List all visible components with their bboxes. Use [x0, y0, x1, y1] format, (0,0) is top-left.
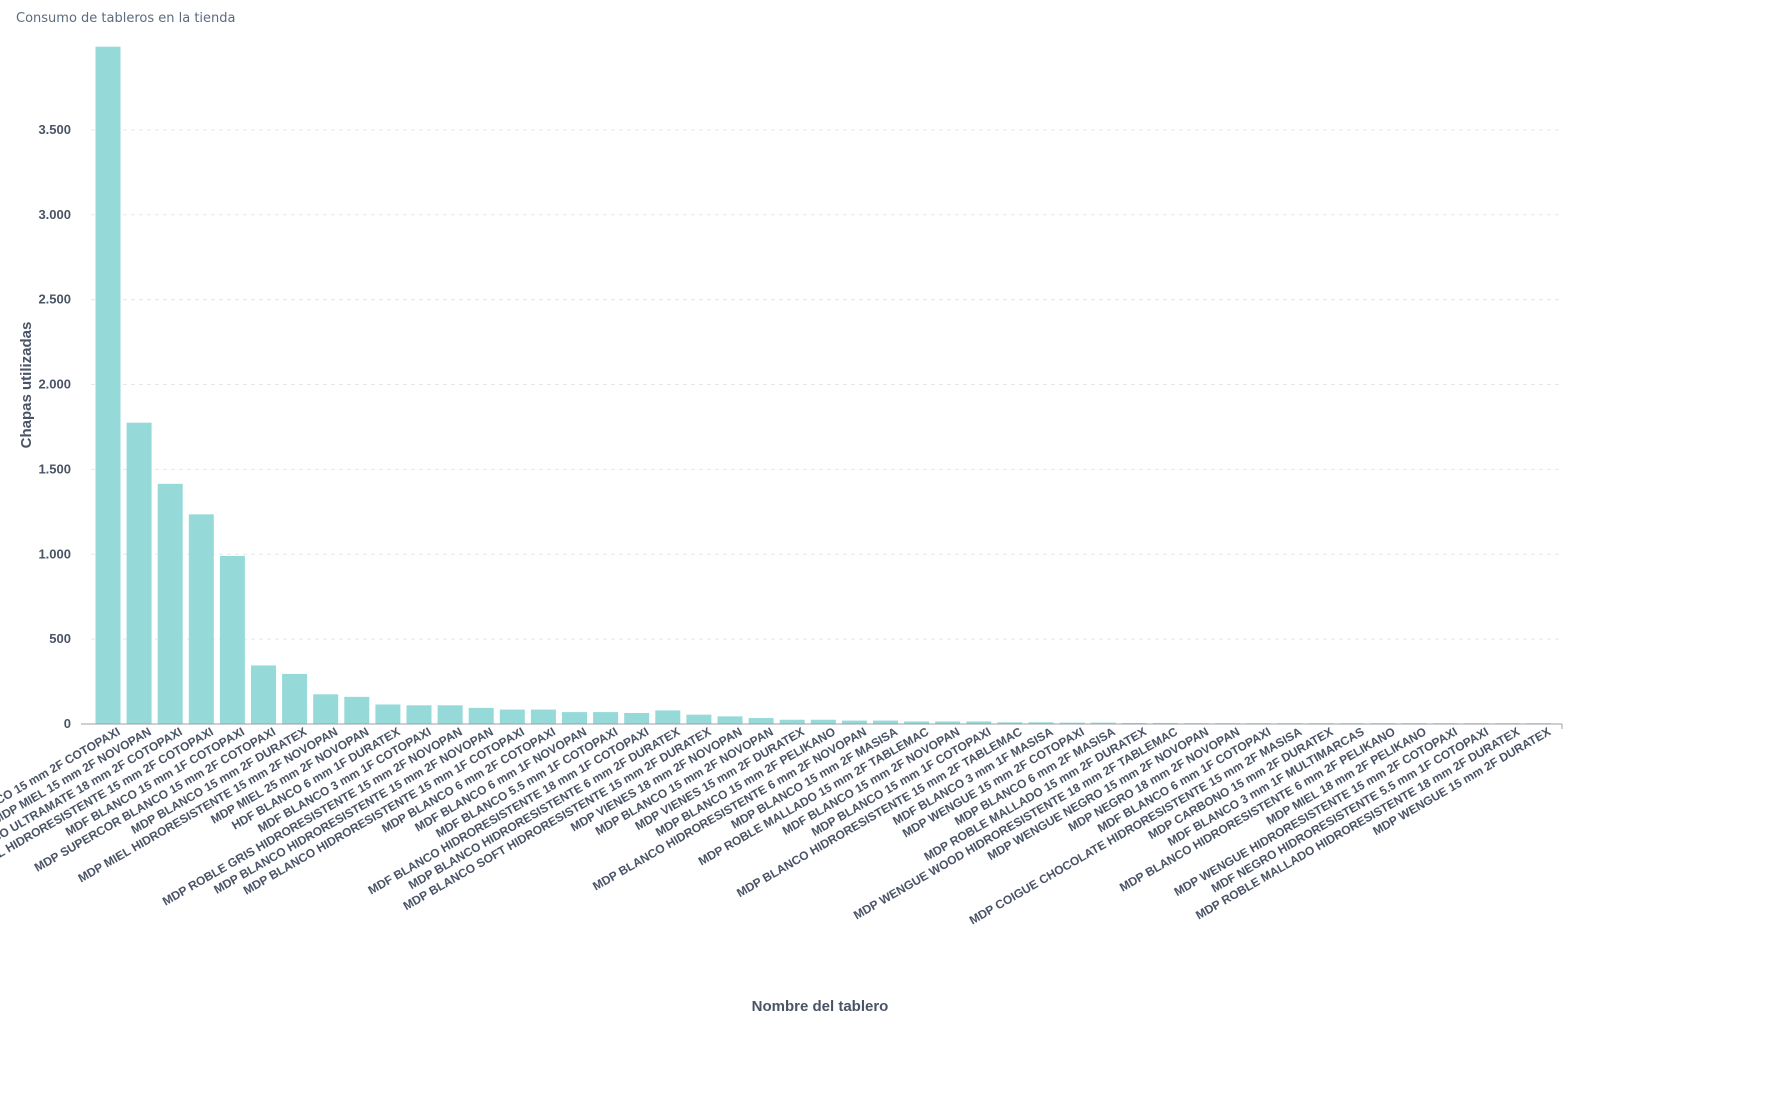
y-tick-label: 500: [49, 631, 71, 646]
bar[interactable]: [997, 722, 1023, 724]
y-tick-label: 1.500: [38, 461, 71, 476]
bar[interactable]: [375, 704, 401, 724]
bar[interactable]: [841, 720, 867, 724]
bar[interactable]: [313, 694, 339, 724]
x-axis-title: Nombre del tablero: [752, 998, 889, 1015]
bar[interactable]: [873, 720, 898, 724]
bar[interactable]: [344, 696, 370, 724]
bar[interactable]: [593, 712, 619, 724]
bar[interactable]: [188, 514, 214, 724]
bar[interactable]: [624, 712, 650, 724]
y-tick-label: 3.500: [38, 122, 71, 137]
grid-layer: [91, 129, 1562, 640]
y-tick-label: 3.000: [38, 207, 71, 222]
bar[interactable]: [251, 665, 276, 724]
bar[interactable]: [810, 719, 836, 724]
bar[interactable]: [655, 710, 681, 724]
y-axis-title: Chapas utilizadas: [18, 322, 35, 449]
y-tick-label: 2.500: [38, 292, 71, 307]
bar[interactable]: [686, 714, 712, 724]
bar[interactable]: [966, 721, 992, 724]
y-tick-label: 1.000: [38, 546, 71, 561]
bar[interactable]: [1121, 722, 1147, 724]
bar[interactable]: [126, 422, 152, 724]
bar[interactable]: [935, 721, 961, 724]
y-tick-label: 0: [64, 716, 71, 731]
bar[interactable]: [904, 721, 930, 724]
bar[interactable]: [717, 716, 743, 724]
bar[interactable]: [437, 705, 463, 724]
bar[interactable]: [1090, 722, 1116, 724]
bar[interactable]: [748, 718, 774, 724]
bar[interactable]: [1152, 722, 1178, 724]
bar[interactable]: [530, 709, 556, 724]
bar[interactable]: [157, 483, 183, 724]
bar[interactable]: [95, 46, 121, 724]
bar-layer: [95, 46, 1552, 724]
chart-title: Consumo de tableros en la tienda: [16, 11, 236, 26]
bar[interactable]: [779, 719, 805, 724]
axis-layer: [81, 723, 1563, 729]
bar[interactable]: [1028, 722, 1054, 724]
y-tick-label: 2.000: [38, 377, 71, 392]
bar[interactable]: [499, 709, 525, 724]
bar[interactable]: [468, 707, 494, 724]
bar[interactable]: [1059, 722, 1085, 724]
bar[interactable]: [219, 555, 245, 724]
bar[interactable]: [562, 712, 587, 724]
bar[interactable]: [282, 673, 308, 724]
bar[interactable]: [406, 705, 432, 724]
